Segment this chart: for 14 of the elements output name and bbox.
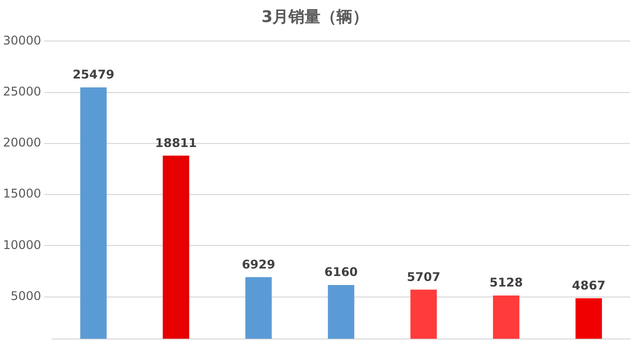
data-label: 25479 [72, 68, 114, 82]
y-tick-label: 25000 [2, 84, 42, 98]
y-tick-label: 15000 [2, 186, 42, 201]
data-label: 6160 [324, 265, 358, 280]
y-tick-label: 5000 [10, 288, 42, 303]
y-tick-label: 20000 [2, 136, 42, 150]
y-tick-label: 30000 [2, 33, 42, 48]
data-label: 5707 [406, 270, 440, 284]
y-tick-label: 10000 [2, 238, 42, 252]
data-label: 5128 [489, 276, 523, 290]
data-label: 4867 [572, 278, 606, 292]
data-label: 6929 [242, 257, 276, 272]
data-label: 18811 [155, 136, 197, 150]
chart-title: 3月销量（辆） [261, 6, 369, 26]
